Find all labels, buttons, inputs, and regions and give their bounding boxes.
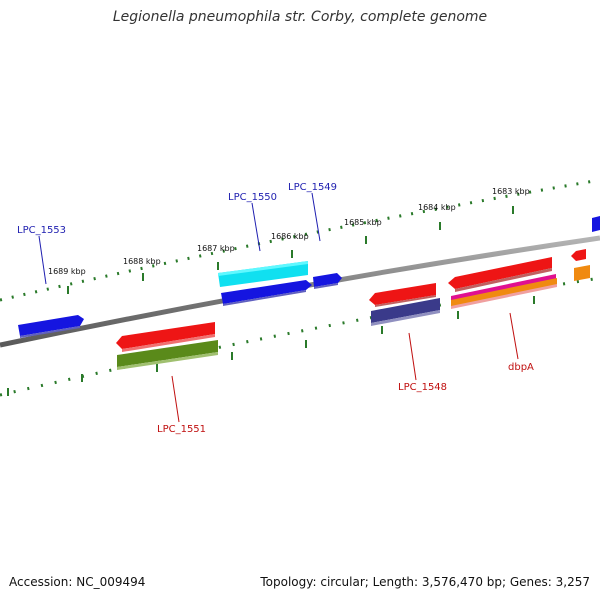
gene-label[interactable]: LPC_1551 (157, 424, 206, 435)
tick-label: 1686 kbp (271, 232, 309, 241)
callout-lines (38, 192, 519, 423)
gene-blue-edge[interactable] (592, 216, 600, 232)
gene-red-a[interactable] (369, 283, 436, 305)
gene-shadow (122, 334, 215, 352)
gene-label[interactable]: LPC_1553 (17, 225, 66, 236)
callout-lpc1550 (251, 202, 261, 252)
tick-label: 1685 kbp (344, 218, 382, 227)
gene-lpc1548[interactable] (371, 298, 440, 323)
tick-label: 1689 kbp (48, 267, 86, 276)
gene-label[interactable]: LPC_1549 (288, 182, 337, 193)
inner-major-ticks (7, 296, 535, 396)
gene-lpc1551[interactable] (117, 340, 218, 367)
gene-lpc1549[interactable] (313, 273, 342, 287)
gene-shadow (117, 352, 218, 370)
gene-red-c[interactable] (571, 249, 586, 261)
tick-label: 1688 kbp (123, 257, 161, 266)
tick-label: 1683 kbp (492, 187, 530, 196)
genome-title: Legionella pneumophila str. Corby, compl… (112, 9, 488, 25)
gene-lpc1550[interactable] (218, 261, 308, 287)
gene-label[interactable]: dbpA (508, 362, 534, 373)
forward-strand-genes (18, 216, 600, 338)
tick-label: 1687 kbp (197, 244, 235, 253)
gene-shadow (218, 261, 308, 276)
gene-blue-a[interactable] (221, 280, 312, 304)
gene-shadow (451, 284, 557, 309)
tick-label: 1684 kbp (418, 203, 456, 212)
gene-shadow (455, 268, 552, 292)
gene-dbpa-orange[interactable] (451, 278, 557, 307)
gene-shadow (314, 283, 338, 289)
gene-orange-edge[interactable] (574, 265, 590, 281)
gene-shadow (20, 326, 80, 338)
reverse-strand-genes (116, 265, 590, 370)
callout-lpc1548 (408, 332, 417, 381)
genome-summary-text: Topology: circular; Length: 3,576,470 bp… (260, 575, 590, 589)
callout-lpc1553 (38, 235, 47, 285)
gene-shadow (223, 290, 306, 306)
gene-label[interactable]: LPC_1550 (228, 192, 277, 203)
callout-lpc1551 (171, 375, 180, 423)
gene-shadow (375, 295, 436, 307)
gene-red-lpc1551-upper[interactable] (116, 322, 215, 349)
major-ticks (67, 206, 514, 294)
gene-shadow (371, 310, 440, 326)
gene-red-b[interactable] (448, 257, 552, 289)
callout-dbpa (509, 312, 519, 360)
callout-lpc1549 (311, 192, 321, 242)
gene-lpc1553[interactable] (18, 315, 84, 336)
gene-label[interactable]: LPC_1548 (398, 382, 447, 393)
accession-text: Accession: NC_009494 (9, 575, 146, 589)
